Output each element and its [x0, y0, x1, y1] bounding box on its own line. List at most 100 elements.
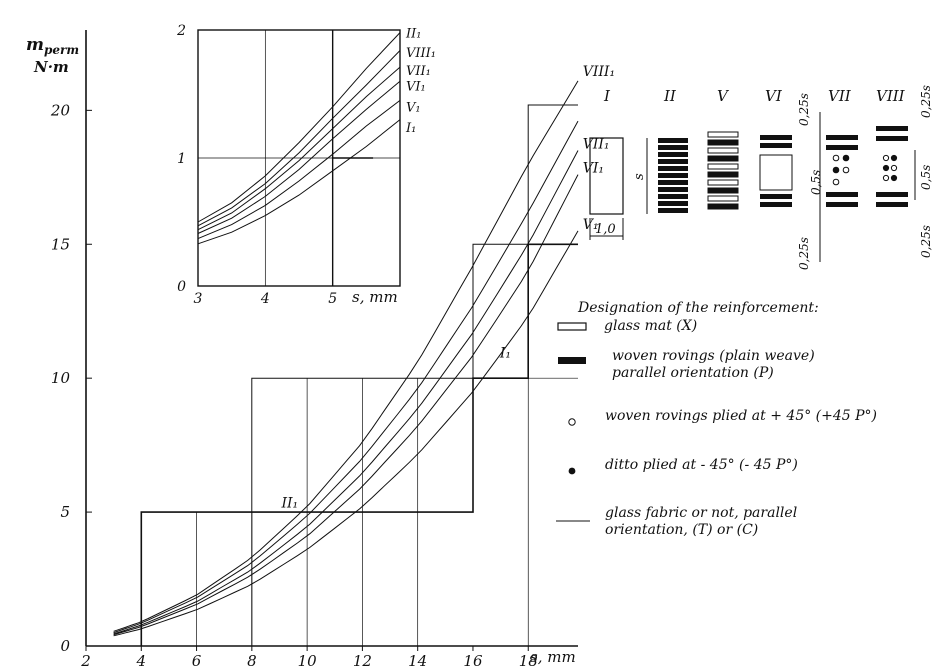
inset-series-line [197, 119, 401, 245]
main-x-tick-label: 4 [136, 652, 147, 666]
scheme-label-VI: VI [765, 87, 783, 105]
inset-curve-label: VII₁ [406, 64, 431, 79]
scheme-VIII-layer [876, 192, 908, 197]
legend-item-woven-rovings: woven rovings (plain weave) parallel ori… [612, 348, 815, 382]
main-y-tick-label: 15 [51, 235, 70, 253]
main-curve-label: VI₁ [583, 161, 604, 177]
scheme-V-stack-layer [707, 163, 739, 170]
scheme-label-V: V [717, 87, 730, 105]
legend-symbols [556, 322, 590, 522]
inset-series-line [197, 50, 401, 227]
main-curve-label: VII₁ [583, 137, 610, 153]
scheme-VIII-025s-top: 0,25s [919, 85, 933, 118]
scheme-VI-layer [760, 143, 792, 148]
scheme-VIII-stack-dot [890, 154, 898, 162]
scheme-V-stack-layer [707, 179, 739, 186]
main-series-line [113, 120, 579, 634]
inset-curve-label: I₁ [405, 121, 416, 136]
inset-y-tick-label: 2 [176, 23, 186, 39]
main-series-lines [113, 80, 579, 637]
scheme-VII-layer [826, 202, 858, 207]
scheme-V-stack-layer [707, 203, 739, 210]
scheme-label-I: I [603, 87, 611, 105]
scheme-VII-stack-dot [842, 154, 850, 162]
scheme-VII-05s: 0,5s [809, 170, 823, 195]
scheme-VII-stack [826, 135, 858, 207]
scheme-VIII-stack-dot [890, 174, 898, 182]
main-x-tick-label: 16 [463, 652, 483, 666]
scheme-VII-stack-dot [832, 178, 840, 186]
inset-y-tick-label: 0 [177, 279, 186, 295]
scheme-II-layer [658, 180, 688, 185]
main-curve-label: II₁ [280, 495, 298, 511]
scheme-VII-025s-top: 0,25s [797, 93, 811, 126]
main-x-tick-label: 12 [353, 652, 372, 666]
main-step-line [251, 104, 578, 646]
legend-title: Designation of the reinforcement: [578, 300, 819, 316]
legend-item-glass-fabric-line1: glass fabric or not, parallel [605, 505, 798, 521]
main-curve-label: VIII₁ [583, 64, 615, 80]
inset-y-tick-label: 1 [177, 151, 186, 167]
scheme-label-VII: VII [828, 87, 852, 105]
legend-item-minus45: ditto plied at - 45° (- 45 P°) [605, 457, 798, 473]
scheme-II-layer [658, 159, 688, 164]
main-curve-label: I₁ [499, 345, 511, 361]
inset-curve-label: VIII₁ [406, 46, 436, 61]
main-y-tick-label: 10 [51, 369, 71, 387]
scheme-V-stack-layer [707, 195, 739, 202]
main-y-label: mperm [26, 35, 79, 57]
scheme-I-width-label: 1,0 [595, 222, 616, 237]
scheme-label-II: II [663, 87, 677, 105]
legend-plus45-icon [568, 418, 576, 426]
main-y-tick-label: 20 [50, 101, 71, 119]
main-y-unit: N·m [33, 58, 69, 76]
scheme-VIII-stack-dot [890, 164, 898, 172]
main-x-tick-label: 6 [192, 652, 202, 666]
scheme-VII-layer [826, 135, 858, 140]
main-step-lines [140, 104, 578, 646]
scheme-label-VIII: VIII [876, 87, 906, 105]
inset-x-label: s, mm [352, 288, 398, 306]
main-x-tick-label: 10 [298, 652, 318, 666]
scheme-VI-layer [760, 194, 792, 199]
inset-curve-label: II₁ [405, 27, 421, 42]
scheme-II-layer [658, 208, 688, 213]
main-series-line [113, 150, 579, 635]
scheme-II-stack [658, 138, 688, 213]
main-series-line [113, 80, 579, 632]
scheme-VII-layer [826, 145, 858, 150]
scheme-VIII-stack [876, 126, 916, 207]
scheme-VIII-05s: 0,5s [919, 165, 933, 190]
main-x-tick-label: 8 [247, 652, 257, 666]
inset-series-line [197, 66, 401, 231]
scheme-V-stack-layer [707, 187, 739, 194]
main-series-line [113, 174, 579, 636]
inset-series-line [197, 32, 401, 223]
scheme-VII-stack-dot [832, 154, 840, 162]
legend-minus45-icon [568, 467, 576, 475]
scheme-VI-layer [760, 202, 792, 207]
scheme-VIII-stack-dot [882, 174, 890, 182]
inset-curve-label: VI₁ [406, 80, 426, 95]
scheme-II-layer [658, 145, 688, 150]
scheme-V-stack-layer [707, 171, 739, 178]
inset-x-tick-label: 3 [194, 291, 203, 307]
scheme-VIII-025s-bottom: 0,25s [919, 225, 933, 258]
scheme-II-layer [658, 201, 688, 206]
main-curve-label: V₁ [583, 217, 599, 233]
scheme-II-layer [658, 138, 688, 143]
inset-series-line [197, 100, 401, 240]
legend-item-woven-rovings-line1: woven rovings (plain weave) [612, 348, 815, 364]
scheme-VI-layer [760, 135, 792, 140]
scheme-V-stack-layer [707, 131, 739, 138]
main-series-line [113, 230, 579, 637]
main-grid-lines [196, 244, 578, 646]
scheme-II-layer [658, 194, 688, 199]
